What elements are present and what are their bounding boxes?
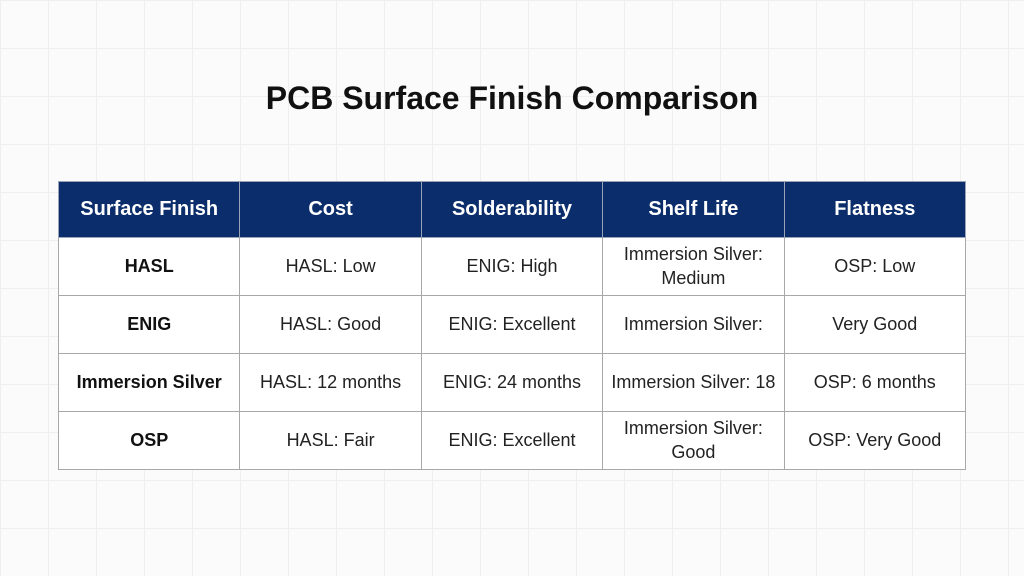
table-cell: OSP: Low <box>783 237 967 296</box>
table-cell: Immersion Silver: Medium <box>602 237 785 296</box>
table-cell: ENIG: Excellent <box>420 295 604 354</box>
header-row: Surface Finish Cost Solderability Shelf Lif… <box>57 181 967 238</box>
table-cell: Immersion Silver: Good <box>602 411 785 470</box>
table-cell: HASL: Good <box>239 295 422 354</box>
column-header: Shelf Life <box>602 181 785 238</box>
column-header: Surface Finish <box>57 181 241 238</box>
title: PCB Surface Finish Comparison <box>265 80 759 116</box>
row-header: ENIG <box>57 295 241 354</box>
table-cell: ENIG: 24 months <box>420 353 604 412</box>
table-cell: HASL: Fair <box>239 411 422 470</box>
table-cell: HASL: 12 months <box>239 353 422 412</box>
table-cell: ENIG: Excellent <box>420 411 604 470</box>
row-header: Immersion Silver <box>57 353 241 412</box>
row-header: HASL <box>57 237 241 296</box>
table-row: ENIG HASL: Good ENIG: Excellent Immersion S… <box>57 295 967 354</box>
table-cell: Immersion Silver: 18 <box>602 353 785 412</box>
table-row: OSP HASL: Fair ENIG: Excellent Immersion Si… <box>57 411 967 470</box>
table-cell: HASL: Low <box>239 237 422 296</box>
table-body: HASL HASL: Low ENIG: High Immersion Silver:… <box>57 237 967 470</box>
table-row: HASL HASL: Low ENIG: High Immersion Silver:… <box>57 237 967 296</box>
table-cell: OSP: 6 months <box>783 353 967 412</box>
column-header: Cost <box>239 181 422 238</box>
table-cell: Very Good <box>783 295 967 354</box>
column-header: Solderability <box>420 181 604 238</box>
row-header: OSP <box>57 411 241 470</box>
table-row: Immersion Silver HASL: 12 months ENIG: 24 … <box>57 353 967 412</box>
comparison-table: Surface Finish Cost Solderability Shelf Lif… <box>57 181 967 470</box>
table-cell: OSP: Very Good <box>783 411 967 470</box>
table-cell: Immersion Silver: <box>602 295 785 354</box>
table-cell: ENIG: High <box>420 237 604 296</box>
column-header: Flatness <box>783 181 967 238</box>
